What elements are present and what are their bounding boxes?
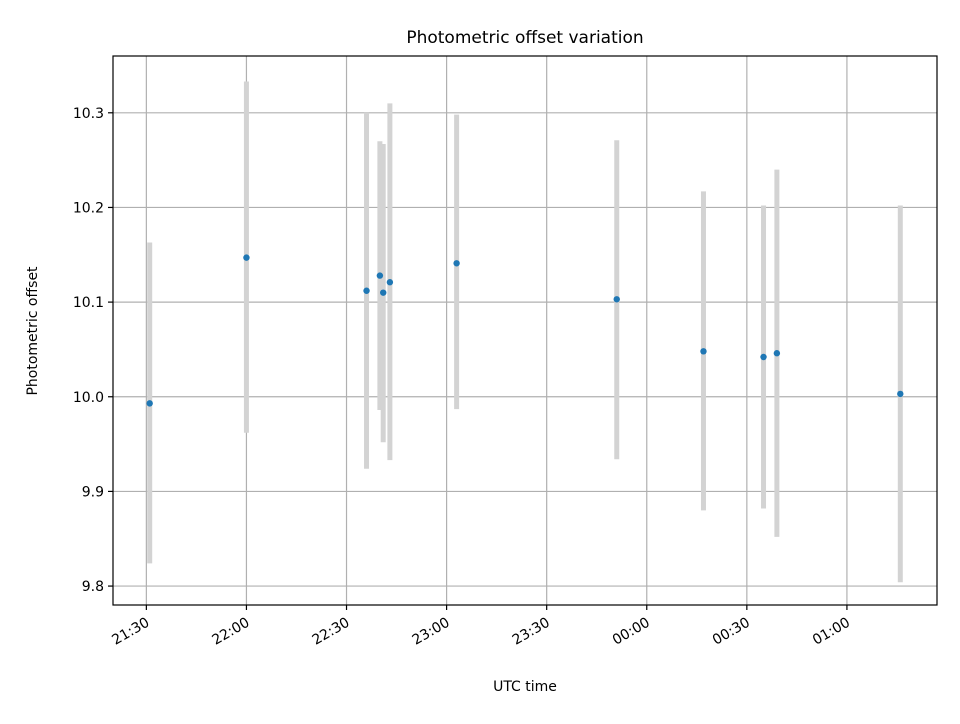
data-points [146,254,904,407]
y-tick-label: 9.8 [82,579,104,595]
data-point [453,260,460,267]
data-point [613,296,620,303]
plot-frame [112,55,938,606]
y-axis-label: Photometric offset [25,266,41,396]
y-tick-label: 10.2 [73,200,104,216]
chart-title: Photometric offset variation [406,28,643,48]
y-tick-label: 9.9 [82,484,104,500]
data-point [386,279,394,286]
x-tick-label: 22:00 [209,615,252,649]
data-point [376,272,384,279]
data-point [760,353,767,361]
data-point [380,289,387,296]
x-tick-label: 00:00 [610,615,653,649]
x-axis-label: UTC time [493,679,557,695]
y-tick-label: 10.1 [73,295,104,311]
data-point [897,390,904,398]
data-point [243,254,250,261]
data-point [146,400,153,407]
x-tick-label: 01:00 [810,615,853,649]
y-tick-label: 10.3 [73,106,104,122]
y-tick-label: 10.0 [73,390,104,406]
x-tick-label: 22:30 [310,615,353,649]
data-point [700,348,707,355]
x-tick-label: 21:30 [109,615,152,649]
grid-lines [113,56,937,605]
data-point [773,350,781,357]
x-axis-ticks: 21:30 22:00 22:30 23:00 23:30 00:00 00:30 01:00 [109,605,853,649]
y-axis-ticks: 9.8 9.9 10.0 10.1 10.2 10.3 [73,106,113,595]
x-tick-label: 00:30 [710,615,753,649]
plot-area-background [113,56,937,605]
x-tick-label: 23:30 [510,615,553,649]
x-tick-label: 23:00 [410,615,453,649]
data-point [363,287,370,294]
